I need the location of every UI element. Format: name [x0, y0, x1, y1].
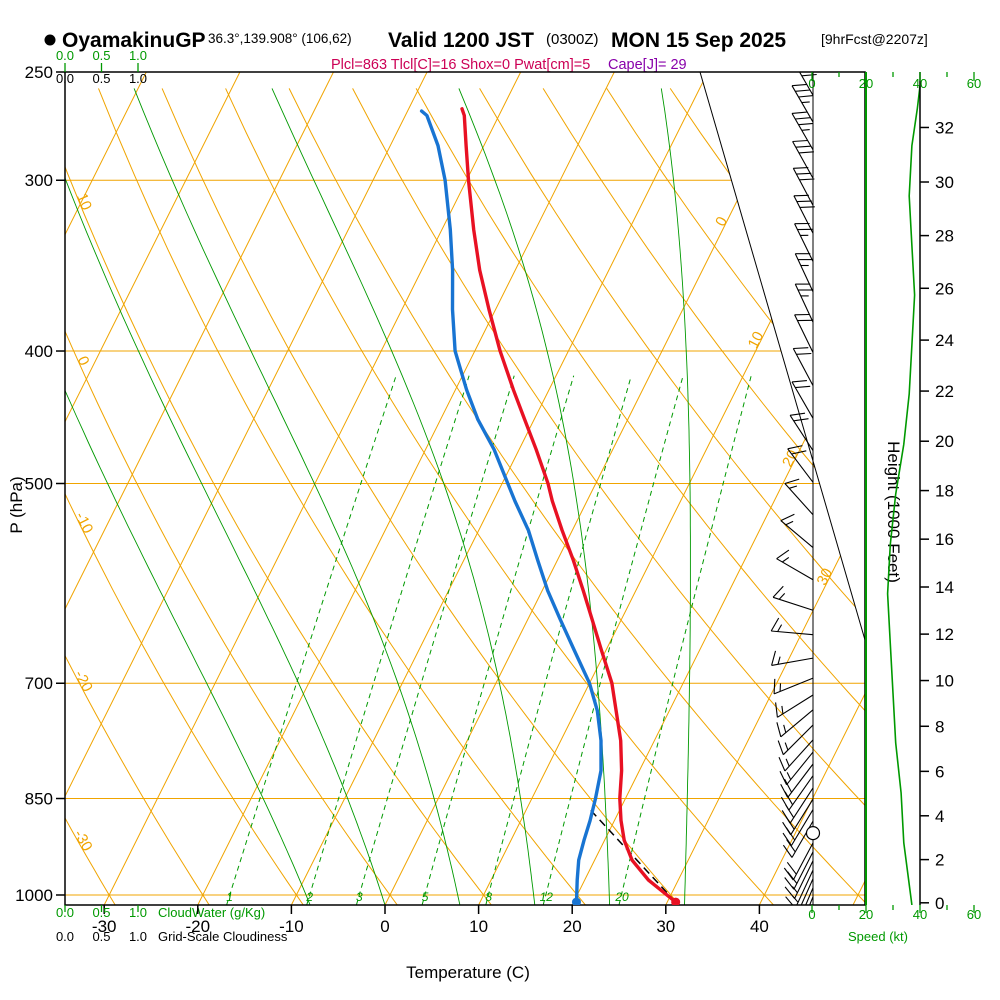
height-tick-label: 6 — [935, 762, 944, 781]
cloudwater-tick-label-bottom: 0.5 — [92, 905, 110, 920]
pressure-tick-label: 400 — [25, 342, 53, 361]
cloudwater-tick-label-top: 1.0 — [129, 48, 147, 63]
temperature-tick-label: -20 — [186, 917, 211, 936]
height-tick-label: 8 — [935, 717, 944, 736]
pressure-axis-label: P (hPa) — [7, 476, 26, 533]
pressure-tick-label: 250 — [25, 63, 53, 82]
cloudiness-tick-label-bottom: 0.0 — [56, 929, 74, 944]
isotherm-label: 30 — [813, 566, 836, 589]
height-tick-label: 12 — [935, 625, 954, 644]
mixing-ratio-label: 5 — [422, 890, 429, 904]
mixing-ratio-label: 3 — [356, 890, 363, 904]
mixing-ratio-label: 1 — [226, 890, 233, 904]
dry-adiabat-label: 10 — [73, 191, 95, 213]
mixing-ratio-label: 20 — [614, 890, 629, 904]
speed-tick-label-top: 20 — [859, 76, 873, 91]
station-circle-marker — [805, 825, 821, 841]
cloudiness-tick-label-bottom: 1.0 — [129, 929, 147, 944]
mixing-ratio-label: 12 — [540, 890, 554, 904]
cloudwater-tick-label-top: 0.0 — [56, 48, 74, 63]
temperature-tick-label: 30 — [656, 917, 675, 936]
height-tick-label: 2 — [935, 851, 944, 870]
speed-tick-label-top: 0 — [808, 76, 815, 91]
parcel-path — [587, 806, 677, 903]
valid-zulu: (0300Z) — [546, 31, 599, 48]
cloudiness-tick-label-top: 0.0 — [56, 71, 74, 86]
plot-frame — [64, 71, 867, 906]
pressure-tick-label: 850 — [25, 790, 53, 809]
forecast-tag: [9hrFcst@2207z] — [821, 31, 928, 47]
height-tick-label: 32 — [935, 118, 954, 137]
cloudiness-tick-label-bottom: 0.5 — [92, 929, 110, 944]
station-coords: 36.3°,139.908° (106,62) — [208, 31, 352, 46]
surface-dewpoint-dot — [571, 897, 581, 905]
cloudwater-axis-label: CloudWater (g/Kg) — [158, 905, 265, 920]
height-tick-label: 26 — [935, 279, 954, 298]
speed-tick-label-bottom: 20 — [859, 907, 873, 922]
height-tick-label: 4 — [935, 807, 944, 826]
temperature-tick-label: 10 — [469, 917, 488, 936]
speed-tick-label-bottom: 60 — [967, 907, 981, 922]
speed-tick-label-bottom: 40 — [913, 907, 927, 922]
dewpoint-curve — [419, 109, 603, 904]
wind-speed-profile-curve — [886, 86, 921, 905]
cape-value: Cape[J]= 29 — [608, 57, 687, 73]
height-tick-label: 14 — [935, 578, 954, 597]
cloudwater-tick-label-bottom: 0.0 — [56, 905, 74, 920]
height-tick-label: 18 — [935, 482, 954, 501]
temperature-tick-label: -30 — [92, 917, 117, 936]
temperature-curve — [460, 107, 678, 904]
pressure-tick-label: 300 — [25, 171, 53, 190]
height-tick-label: 20 — [935, 432, 954, 451]
pressure-tick-label: 1000 — [15, 886, 53, 905]
mixing-ratio-label: 2 — [305, 890, 313, 904]
height-tick-label: 16 — [935, 530, 954, 549]
cloudiness-axis-label: Grid-Scale Cloudiness — [158, 929, 288, 944]
height-tick-label: 10 — [935, 672, 954, 691]
temperature-tick-label: 20 — [563, 917, 582, 936]
pressure-tick-label: 500 — [25, 474, 53, 493]
sounding-params: Plcl=863 Tlcl[C]=16 Shox=0 Pwat[cm]=5 — [331, 57, 590, 73]
pressure-tick-label: 700 — [25, 674, 53, 693]
temperature-tick-label: 40 — [750, 917, 769, 936]
station-name: OyamakinuGP — [62, 29, 206, 52]
valid-date: MON 15 Sep 2025 — [611, 29, 786, 52]
cloudiness-tick-label-top: 0.5 — [92, 71, 110, 86]
cloudwater-tick-label-top: 0.5 — [92, 48, 110, 63]
height-tick-label: 0 — [935, 894, 944, 913]
temperature-tick-label: -10 — [279, 917, 304, 936]
speed-tick-label-bottom: 0 — [808, 907, 815, 922]
surface-temperature-dot — [671, 897, 681, 905]
station-bullet-icon — [44, 34, 56, 46]
temperature-axis-label: Temperature (C) — [406, 963, 530, 982]
temperature-tick-label: 0 — [380, 917, 389, 936]
cloudiness-tick-label-top: 1.0 — [129, 71, 147, 86]
mixing-ratio-label: 8 — [485, 890, 492, 904]
height-tick-label: 22 — [935, 382, 954, 401]
wind-column — [770, 72, 921, 905]
height-tick-label: 28 — [935, 227, 954, 246]
data-boundary-line — [699, 71, 866, 641]
valid-time: Valid 1200 JST — [388, 29, 534, 52]
isotherm-label: 10 — [745, 329, 768, 352]
speed-tick-label-top: 60 — [967, 76, 981, 91]
height-tick-label: 30 — [935, 173, 954, 192]
speed-tick-label-top: 40 — [913, 76, 927, 91]
speed-axis-label: Speed (kt) — [848, 929, 908, 944]
height-tick-label: 24 — [935, 331, 954, 350]
sounding-curves — [419, 107, 681, 905]
cloudwater-tick-label-bottom: 1.0 — [129, 905, 147, 920]
